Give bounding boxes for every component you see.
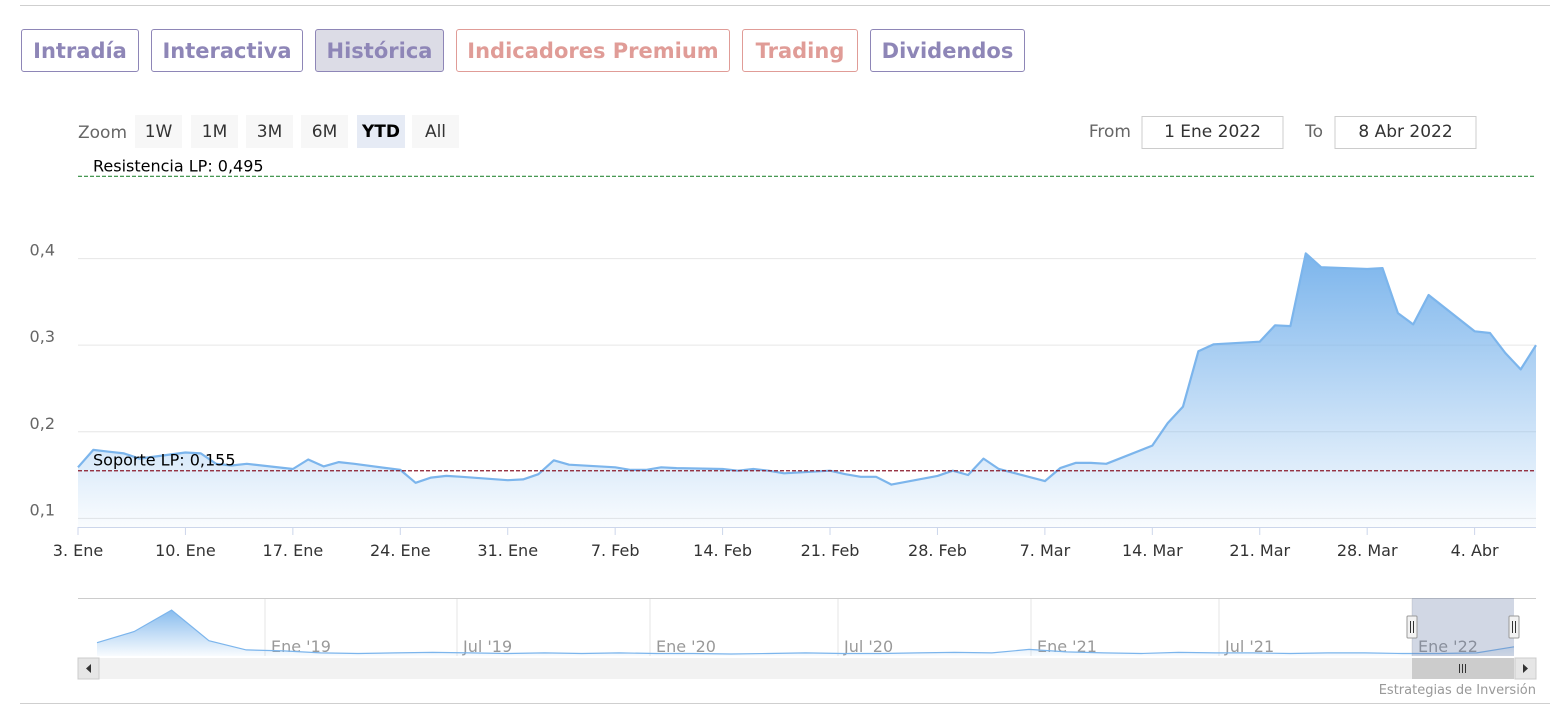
arrow-right-icon	[1523, 664, 1528, 673]
tab-intradia[interactable]: Intradía	[21, 29, 139, 72]
y-tick-label: 0,3	[30, 327, 55, 346]
y-tick-label: 0,1	[30, 500, 55, 519]
from-label: From	[1089, 122, 1131, 142]
zoom-1w-button[interactable]: 1W	[135, 115, 182, 148]
scroll-left-button[interactable]	[77, 657, 100, 680]
zoom-all-button[interactable]: All	[412, 115, 459, 148]
price-line	[77, 252, 1537, 486]
zoom-all-label: All	[425, 122, 446, 142]
from-date-value: 1 Ene 2022	[1164, 122, 1261, 142]
navigator-date-label: Ene '22	[1418, 637, 1478, 656]
to-date-value: 8 Abr 2022	[1358, 122, 1452, 142]
tab-historica[interactable]: Histórica	[315, 29, 444, 72]
zoom-1m-label: 1M	[202, 122, 227, 142]
zoom-3m-label: 3M	[257, 122, 282, 142]
navigator-date-label: Jul '21	[1224, 637, 1274, 656]
x-tick-label: 24. Ene	[370, 541, 431, 560]
to-date-input[interactable]: 8 Abr 2022	[1334, 116, 1477, 149]
scrollbar[interactable]	[77, 657, 1537, 680]
scrollbar-track[interactable]	[78, 658, 1536, 679]
x-tick-label: 21. Mar	[1229, 541, 1290, 560]
zoom-label: Zoom	[78, 123, 127, 143]
from-date-input[interactable]: 1 Ene 2022	[1141, 116, 1284, 149]
x-tick-label: 17. Ene	[263, 541, 324, 560]
navigator-selection[interactable]	[1412, 598, 1514, 656]
support-label: Soporte LP: 0,155	[93, 451, 236, 470]
tab-interactiva[interactable]: Interactiva	[151, 29, 303, 72]
price-area-fill	[78, 253, 1536, 527]
scroll-right-button[interactable]	[1514, 657, 1537, 680]
zoom-3m-button[interactable]: 3M	[246, 115, 293, 148]
top-divider	[20, 5, 1550, 6]
navigator-date-label: Jul '20	[843, 637, 893, 656]
x-tick-label: 7. Feb	[591, 541, 640, 560]
x-tick-label: 10. Ene	[155, 541, 216, 560]
navigator-gridlines: Ene '19 Jul '19 Ene '20 Jul '20 Ene '21 Jul '…	[264, 599, 1478, 656]
tab-dividendos[interactable]: Dividendos	[870, 29, 1025, 72]
navigator-date-label: Jul '19	[462, 637, 512, 656]
navigator-series	[96, 609, 1515, 656]
navigator-area	[97, 610, 1514, 656]
zoom-6m-label: 6M	[312, 122, 337, 142]
x-tick-label: 3. Ene	[53, 541, 103, 560]
zoom-6m-button[interactable]: 6M	[301, 115, 348, 148]
navigator-right-handle[interactable]	[1508, 615, 1520, 639]
x-tick-label: 14. Mar	[1122, 541, 1183, 560]
navigator[interactable]: Ene '19 Jul '19 Ene '20 Jul '20 Ene '21 Jul '…	[78, 598, 1536, 656]
x-tick-label: 28. Mar	[1337, 541, 1398, 560]
zoom-1m-button[interactable]: 1M	[191, 115, 238, 148]
x-tick-label: 4. Abr	[1451, 541, 1499, 560]
zoom-ytd-label: YTD	[361, 122, 400, 142]
arrow-left-icon	[86, 664, 91, 673]
tab-indicadores-premium[interactable]: Indicadores Premium	[456, 29, 730, 72]
y-axis-labels: 0,1 0,2 0,3 0,4	[30, 241, 55, 520]
y-tick-label: 0,4	[30, 241, 55, 260]
credits[interactable]: Estrategias de Inversión	[1379, 683, 1536, 698]
scrollbar-grip-icon	[1459, 664, 1466, 673]
x-tick-label: 7. Mar	[1020, 541, 1071, 560]
x-axis: 3. Ene 10. Ene 17. Ene 24. Ene 31. Ene 7. Feb…	[53, 527, 1536, 560]
x-tick-label: 21. Feb	[801, 541, 860, 560]
zoom-1w-label: 1W	[145, 122, 173, 142]
to-label: To	[1304, 122, 1323, 142]
support-resistance-lines: Resistencia LP: 0,495 Soporte LP: 0,155	[78, 156, 1536, 472]
navigator-line	[96, 609, 1515, 655]
navigator-date-label: Ene '20	[656, 637, 716, 656]
x-tick-label: 14. Feb	[693, 541, 752, 560]
price-area	[77, 252, 1537, 527]
x-tick-label: 31. Ene	[477, 541, 538, 560]
x-tick-label: 28. Feb	[908, 541, 967, 560]
y-tick-label: 0,2	[30, 414, 55, 433]
navigator-left-handle[interactable]	[1406, 615, 1418, 639]
tab-trading[interactable]: Trading	[742, 29, 858, 72]
zoom-ytd-button[interactable]: YTD	[357, 115, 405, 148]
resistance-label: Resistencia LP: 0,495	[93, 156, 264, 175]
bottom-divider	[20, 703, 1550, 704]
